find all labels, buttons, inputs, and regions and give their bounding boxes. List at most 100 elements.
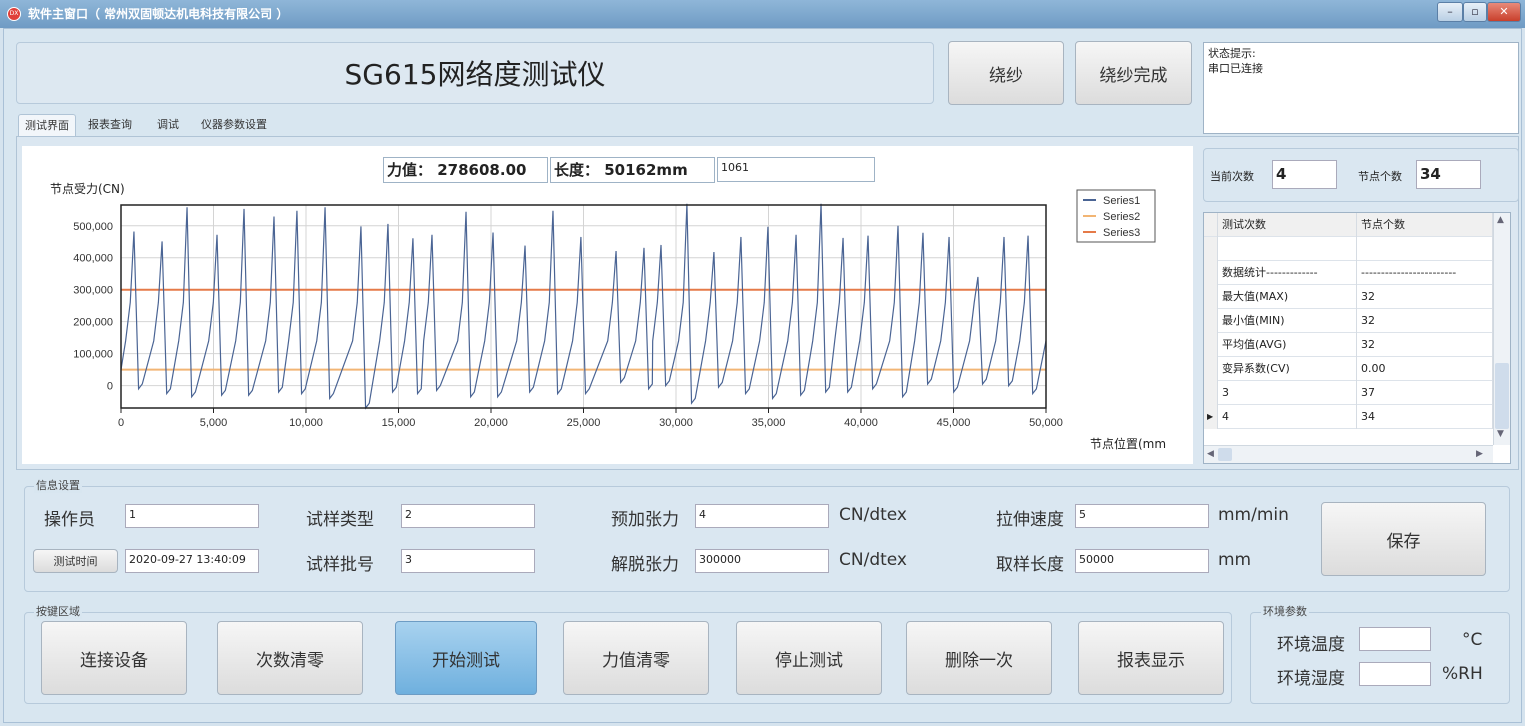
force-readout: 力值： 278608.00 (383, 157, 548, 183)
table-cell[interactable]: 平均值(AVG) (1218, 333, 1357, 357)
x-tick-label: 45,000 (937, 417, 971, 429)
pretension-field[interactable]: 4 (695, 504, 829, 528)
x-tick-label: 5,000 (200, 417, 228, 429)
temperature-field[interactable] (1359, 627, 1431, 651)
pretension-label: 预加张力 (611, 510, 679, 530)
sample-length-unit: mm (1218, 550, 1252, 570)
table-cell[interactable] (1218, 237, 1357, 261)
title-panel: SG615网络度测试仪 (16, 42, 934, 104)
row-selector[interactable] (1204, 357, 1218, 381)
speed-field[interactable]: 5 (1075, 504, 1209, 528)
table-cell[interactable]: 32 (1357, 309, 1493, 333)
scroll-up-icon[interactable]: ▲ (1497, 215, 1504, 225)
results-grid[interactable]: 测试次数 节点个数 数据统计------------- ------------… (1203, 212, 1511, 464)
minimize-icon[interactable]: – (1437, 2, 1463, 22)
row-selector[interactable] (1204, 309, 1218, 333)
table-cell[interactable]: 3 (1218, 381, 1357, 405)
horizontal-scrollbar[interactable]: ◀ ▶ (1204, 445, 1493, 463)
speed-label: 拉伸速度 (996, 510, 1064, 530)
x-axis-title: 节点位置(mm (1090, 436, 1166, 451)
row-selector[interactable] (1204, 237, 1218, 261)
x-tick-label: 25,000 (567, 417, 601, 429)
column-header[interactable]: 测试次数 (1218, 213, 1357, 237)
pretension-unit: CN/dtex (839, 505, 907, 525)
row-selector[interactable] (1204, 285, 1218, 309)
table-row[interactable]: 3 37 (1204, 381, 1493, 405)
table-row[interactable]: 平均值(AVG) 32 (1204, 333, 1493, 357)
table-row[interactable]: 变异系数(CV) 0.00 (1204, 357, 1493, 381)
status-label: 状态提示: (1208, 47, 1256, 60)
tab-report[interactable]: 报表查询 (88, 118, 132, 131)
node-count-field[interactable]: 34 (1416, 160, 1481, 189)
table-cell[interactable]: 34 (1357, 405, 1493, 429)
status-text: 串口已连接 (1208, 62, 1263, 75)
key-button[interactable]: 连接设备 (41, 621, 187, 695)
table-row[interactable] (1204, 237, 1493, 261)
y-tick-label: 200,000 (73, 317, 113, 329)
env-group-title: 环境参数 (1261, 603, 1309, 619)
save-button[interactable]: 保存 (1321, 502, 1486, 576)
scroll-thumb[interactable] (1495, 363, 1509, 429)
table-cell[interactable]: 37 (1357, 381, 1493, 405)
close-icon[interactable]: ✕ (1487, 2, 1521, 22)
info-settings-group (24, 486, 1510, 592)
maximize-icon[interactable]: ▫ (1463, 2, 1487, 22)
operator-field[interactable]: 1 (125, 504, 259, 528)
row-selector[interactable] (1204, 261, 1218, 285)
wind-button[interactable]: 绕纱 (948, 41, 1064, 105)
table-cell[interactable]: 4 (1218, 405, 1357, 429)
key-button[interactable]: 开始测试 (395, 621, 537, 695)
row-selector[interactable] (1204, 333, 1218, 357)
table-cell[interactable]: 32 (1357, 333, 1493, 357)
key-button[interactable]: 次数清零 (217, 621, 363, 695)
sample-length-field[interactable]: 50000 (1075, 549, 1209, 573)
hscroll-thumb[interactable] (1218, 448, 1232, 461)
table-cell[interactable]: 32 (1357, 285, 1493, 309)
sample-length-label: 取样长度 (996, 555, 1064, 575)
humidity-field[interactable] (1359, 662, 1431, 686)
table-cell[interactable]: 最小值(MIN) (1218, 309, 1357, 333)
key-button[interactable]: 删除一次 (906, 621, 1052, 695)
key-button[interactable]: 力值清零 (563, 621, 709, 695)
table-cell[interactable]: 变异系数(CV) (1218, 357, 1357, 381)
key-button[interactable]: 报表显示 (1078, 621, 1224, 695)
scroll-left-icon[interactable]: ◀ (1207, 449, 1214, 459)
x-tick-label: 35,000 (752, 417, 786, 429)
humidity-unit: %RH (1442, 664, 1483, 684)
sample-type-field[interactable]: 2 (401, 504, 535, 528)
vertical-scrollbar[interactable]: ▲ ▼ (1493, 213, 1510, 445)
key-button[interactable]: 停止测试 (736, 621, 882, 695)
scroll-down-icon[interactable]: ▼ (1497, 429, 1504, 439)
y-tick-label: 500,000 (73, 221, 113, 233)
tab-test[interactable]: 测试界面 (18, 114, 76, 136)
table-row[interactable]: ▶ 4 34 (1204, 405, 1493, 429)
current-count-field[interactable]: 4 (1272, 160, 1337, 189)
table-row[interactable]: 最大值(MAX) 32 (1204, 285, 1493, 309)
page-title: SG615网络度测试仪 (344, 58, 606, 91)
test-time-button[interactable]: 测试时间 (33, 549, 118, 573)
length-label: 长度： (554, 161, 600, 179)
speed-unit: mm/min (1218, 505, 1289, 525)
test-time-field[interactable]: 2020-09-27 13:40:09 (125, 549, 259, 573)
tab-settings[interactable]: 仪器参数设置 (201, 118, 267, 131)
table-row[interactable]: 数据统计------------- ----------------------… (1204, 261, 1493, 285)
scroll-right-icon[interactable]: ▶ (1476, 449, 1483, 459)
release-field[interactable]: 300000 (695, 549, 829, 573)
x-tick-label: 15,000 (382, 417, 416, 429)
table-cell[interactable]: 数据统计------------- (1218, 261, 1357, 285)
column-header[interactable]: 节点个数 (1357, 213, 1493, 237)
batch-label: 试样批号 (306, 555, 374, 575)
table-cell[interactable]: 0.00 (1357, 357, 1493, 381)
node-count-label: 节点个数 (1358, 170, 1402, 183)
x-tick-label: 20,000 (474, 417, 508, 429)
table-cell[interactable]: 最大值(MAX) (1218, 285, 1357, 309)
table-row[interactable]: 最小值(MIN) 32 (1204, 309, 1493, 333)
legend-label: Series2 (1103, 211, 1140, 223)
table-cell[interactable] (1357, 237, 1493, 261)
tab-debug[interactable]: 调试 (157, 118, 179, 131)
batch-field[interactable]: 3 (401, 549, 535, 573)
row-selector[interactable] (1204, 381, 1218, 405)
table-cell[interactable]: ------------------------ (1357, 261, 1493, 285)
row-selector[interactable]: ▶ (1204, 405, 1218, 429)
wind-done-button[interactable]: 绕纱完成 (1075, 41, 1192, 105)
